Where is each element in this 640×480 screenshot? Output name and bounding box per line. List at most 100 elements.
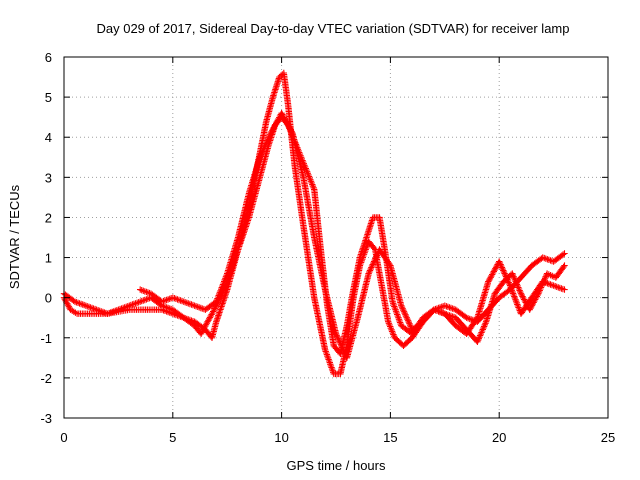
data-point [504, 276, 511, 283]
data-point [368, 264, 375, 271]
data-point [266, 131, 274, 138]
data-point [283, 118, 290, 125]
y-axis-label: SDTVAR / TECUs [7, 184, 22, 289]
data-point [372, 253, 380, 261]
data-point [498, 262, 505, 270]
data-point [403, 314, 410, 321]
data-point [446, 304, 453, 311]
data-point [473, 315, 480, 323]
data-point [285, 122, 292, 130]
data-point [137, 298, 144, 305]
data-point [209, 309, 216, 317]
data-point [372, 255, 379, 262]
data-point [541, 279, 548, 286]
data-point [339, 345, 346, 352]
chart-title: Day 029 of 2017, Sidereal Day-to-day VTE… [96, 21, 569, 36]
x-tick-label: 25 [601, 430, 615, 445]
data-point [256, 154, 263, 161]
data-point [210, 308, 217, 315]
data-point [404, 316, 411, 323]
data-point [526, 306, 533, 313]
data-point [79, 301, 86, 308]
y-tick-label: 5 [45, 90, 52, 105]
x-tick-label: 20 [492, 430, 506, 445]
data-point [500, 268, 508, 276]
data-point [505, 279, 512, 286]
data-point [475, 335, 482, 342]
data-point [487, 274, 494, 281]
y-tick-label: 6 [45, 50, 52, 65]
data-point [277, 72, 285, 79]
x-tick-label: 10 [274, 430, 288, 445]
data-point [511, 293, 518, 300]
data-point [272, 121, 279, 128]
data-point [398, 302, 405, 309]
data-point [216, 289, 224, 296]
data-point [197, 304, 204, 312]
x-tick-label: 15 [383, 430, 397, 445]
data-point [183, 299, 190, 306]
data-point [406, 320, 413, 327]
data-point [263, 139, 270, 146]
data-point [91, 305, 99, 313]
data-point [502, 271, 509, 279]
data-point [398, 304, 406, 311]
data-point [501, 270, 508, 277]
data-point [213, 317, 220, 324]
data-point [386, 261, 393, 268]
data-point [163, 296, 170, 304]
data-point [282, 117, 289, 124]
data-point [498, 264, 506, 271]
data-point [266, 133, 273, 140]
data-point [503, 274, 510, 282]
data-point [180, 298, 187, 305]
data-point [558, 285, 565, 292]
data-point [119, 304, 127, 312]
data-point [541, 254, 548, 262]
y-tick-label: 3 [45, 170, 52, 185]
data-point [213, 296, 221, 304]
data-point [481, 321, 488, 328]
data-point [370, 259, 377, 267]
data-point [166, 295, 173, 302]
data-point [504, 277, 512, 285]
data-point [514, 301, 521, 308]
data-point [216, 307, 224, 315]
y-tick-label: -3 [40, 411, 52, 426]
data-point [370, 258, 378, 265]
data-point [512, 296, 519, 303]
data-point [191, 302, 198, 309]
data-point [222, 273, 230, 280]
data-point [261, 143, 268, 150]
data-point [478, 329, 485, 336]
data-point [288, 128, 295, 135]
data-point [332, 330, 340, 337]
data-point [399, 305, 406, 312]
data-point [258, 149, 266, 156]
data-point [269, 125, 277, 133]
data-point [194, 303, 201, 310]
data-point [109, 308, 116, 316]
y-tick-label: -2 [40, 371, 52, 386]
data-point [258, 151, 265, 158]
data-point [509, 270, 516, 277]
data-point [269, 127, 276, 134]
data-point [370, 245, 378, 252]
data-point [559, 251, 567, 258]
data-point [218, 284, 225, 291]
data-point [406, 322, 414, 329]
data-point [401, 310, 408, 317]
data-point [338, 344, 346, 351]
data-point [174, 296, 181, 303]
data-point [221, 276, 228, 283]
data-point [561, 286, 568, 293]
data-point [561, 262, 568, 269]
data-point [509, 288, 516, 296]
data-point [336, 339, 344, 346]
data-point [219, 281, 227, 288]
data-point [279, 111, 286, 118]
data-point [547, 281, 554, 288]
data-point [262, 142, 269, 149]
y-tick-label: 2 [45, 210, 52, 225]
